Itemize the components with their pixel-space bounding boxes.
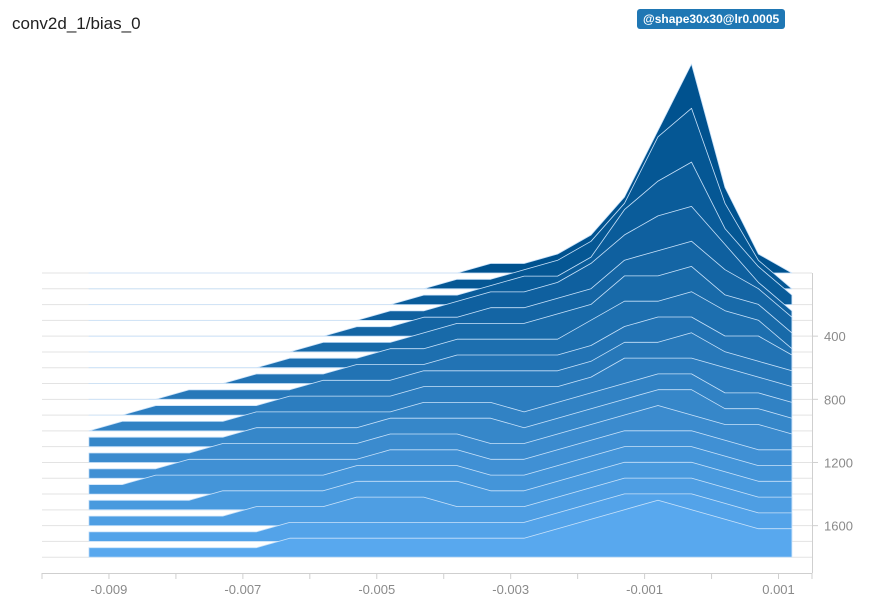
y-tick-label: 1200 [824, 455, 853, 470]
histogram-slices [88, 63, 793, 558]
y-tick-label: 1600 [824, 519, 853, 534]
x-tick-label: -0.001 [626, 582, 663, 597]
x-tick-label: -0.007 [224, 582, 261, 597]
x-tick-label: -0.005 [358, 582, 395, 597]
y-tick-label: 800 [824, 392, 846, 407]
x-tick-label: -0.003 [492, 582, 529, 597]
x-tick-label: -0.009 [91, 582, 128, 597]
y-tick-label: 400 [824, 329, 846, 344]
chart-title: conv2d_1/bias_0 [12, 14, 141, 33]
x-tick-label: 0.001 [762, 582, 795, 597]
histogram-slice [88, 499, 793, 558]
y-axis: 400 800 1200 1600 [812, 273, 853, 573]
run-badge[interactable]: @shape30x30@lr0.0005 [637, 9, 786, 29]
x-axis: -0.009 -0.007 -0.005 -0.003 -0.001 0.001 [41, 573, 813, 597]
